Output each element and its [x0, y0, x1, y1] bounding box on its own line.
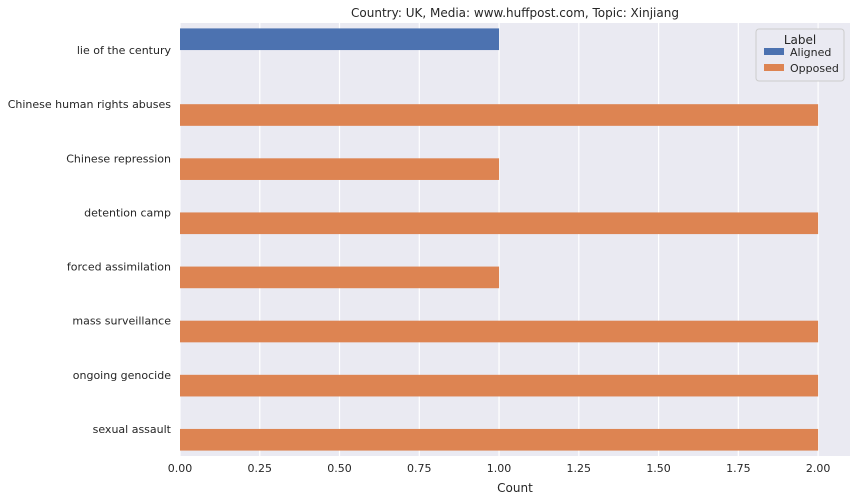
x-tick-label: 0.00: [168, 462, 193, 475]
bar-opposed: [180, 212, 819, 235]
y-tick-label: sexual assault: [93, 423, 172, 436]
x-axis-title: Count: [497, 481, 533, 495]
y-tick-label: Chinese human rights abuses: [8, 98, 172, 111]
bar-opposed: [180, 158, 500, 180]
y-tick-label: ongoing genocide: [73, 369, 171, 382]
bars: [180, 28, 819, 451]
y-tick-label: lie of the century: [77, 44, 172, 57]
y-tick-labels: lie of the century Chinese human rights a…: [8, 44, 172, 436]
legend-label: Opposed: [790, 62, 839, 75]
bar-aligned: [180, 28, 500, 51]
x-tick-label: 0.50: [327, 462, 352, 475]
x-tick-label: 0.75: [407, 462, 432, 475]
x-tick-label: 1.50: [646, 462, 671, 475]
y-tick-label: mass surveillance: [72, 315, 171, 328]
bar-opposed: [180, 104, 819, 126]
legend-swatch: [764, 48, 784, 55]
bar-opposed: [180, 428, 819, 451]
chart-title: Country: UK, Media: www.huffpost.com, To…: [351, 6, 679, 20]
legend-label: Aligned: [790, 46, 831, 59]
bar-opposed: [180, 266, 500, 289]
x-tick-label: 0.25: [248, 462, 273, 475]
x-tick-labels: 0.00 0.25 0.50 0.75 1.00 1.25 1.50 1.75 2.00: [168, 462, 831, 475]
bar-opposed: [180, 320, 819, 343]
legend-title: Label: [784, 33, 816, 47]
x-tick-label: 1.25: [567, 462, 592, 475]
y-tick-label: detention camp: [84, 206, 171, 219]
y-tick-label: Chinese repression: [66, 152, 171, 165]
legend-items: Aligned Opposed: [764, 46, 839, 75]
x-tick-label: 2.00: [806, 462, 831, 475]
legend-swatch: [764, 64, 784, 71]
x-tick-label: 1.75: [726, 462, 751, 475]
legend: Label Aligned Opposed: [755, 28, 845, 82]
x-tick-label: 1.00: [487, 462, 512, 475]
y-tick-label: forced assimilation: [67, 261, 171, 274]
bar-opposed: [180, 374, 819, 397]
